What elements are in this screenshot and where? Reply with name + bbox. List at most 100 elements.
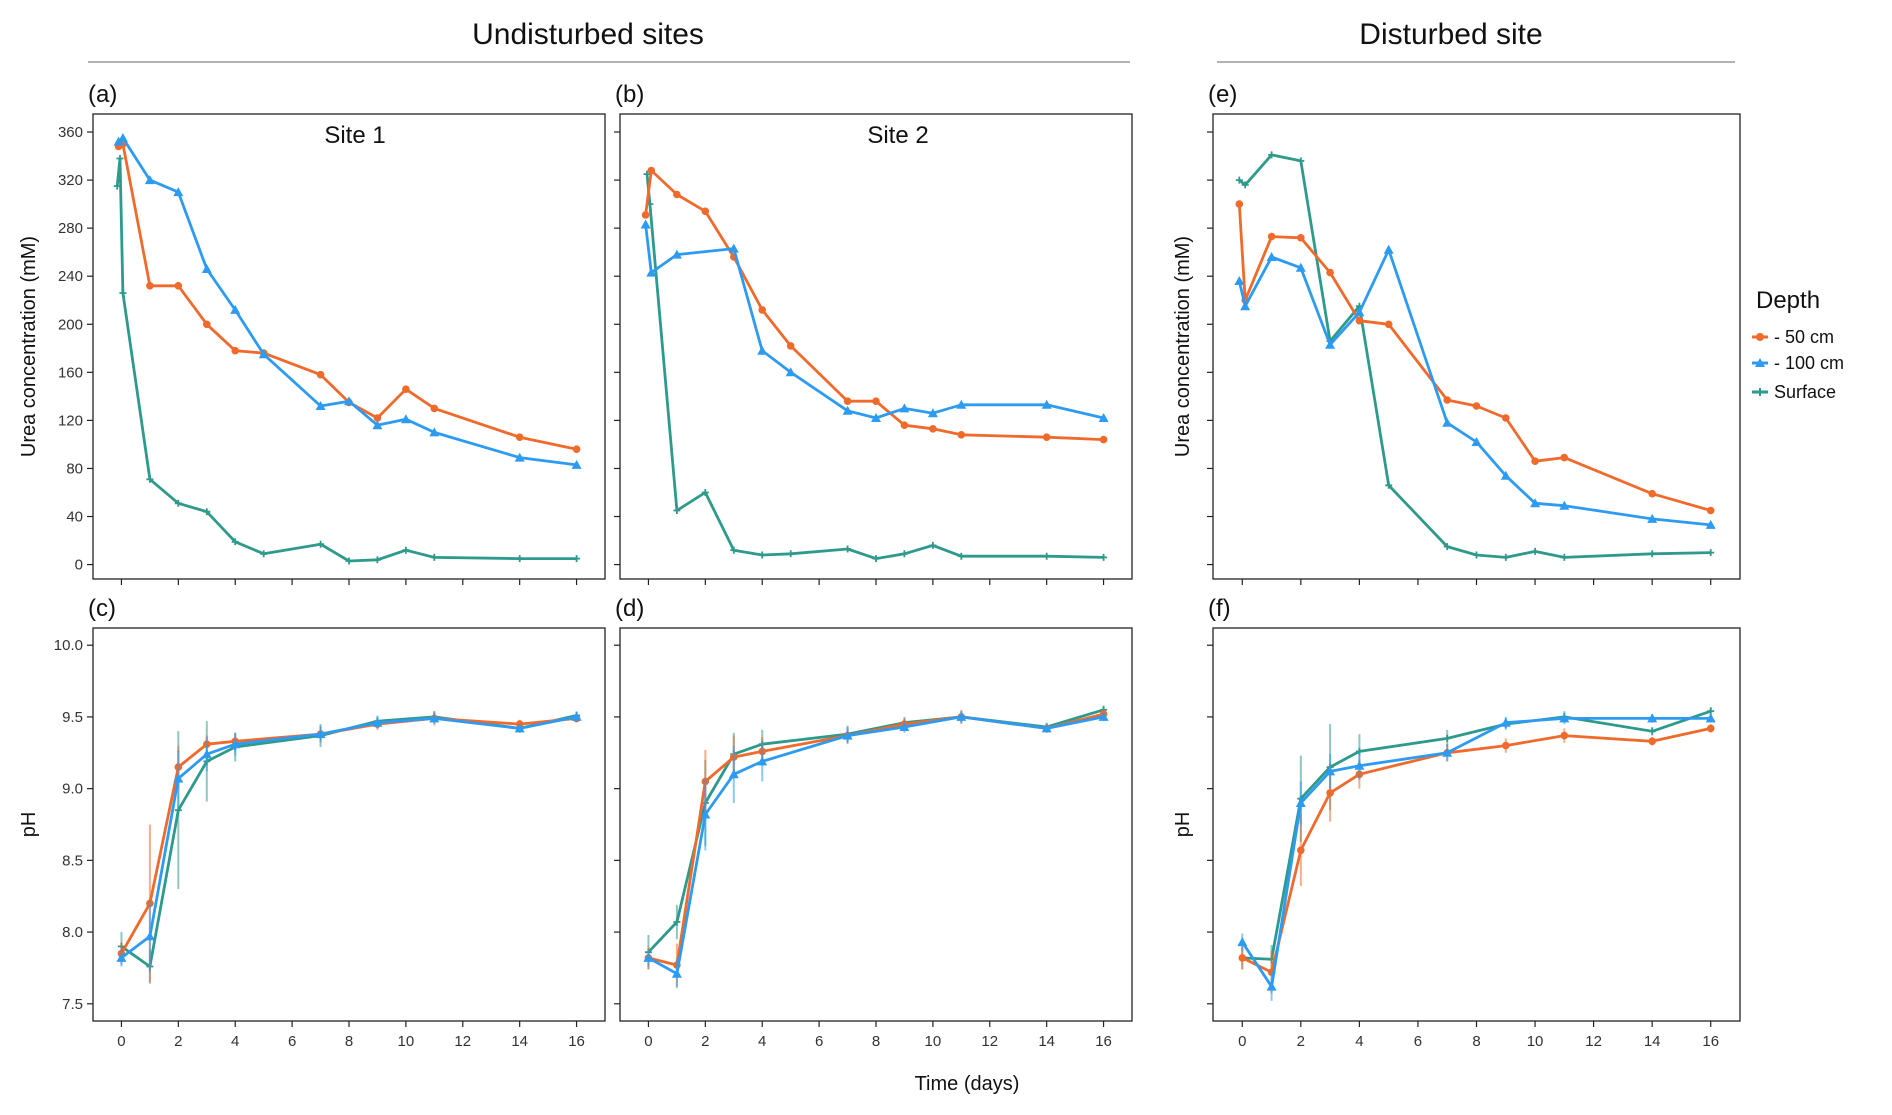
data-point-surface	[1268, 151, 1276, 159]
data-point-m50	[1099, 435, 1108, 444]
series-line-m100	[644, 224, 1104, 420]
series-line-m50	[648, 712, 1104, 967]
x-tick-label: 8	[345, 1033, 353, 1050]
data-point-m100	[728, 769, 739, 779]
data-point-m50	[1238, 954, 1247, 962]
data-point-m100	[1559, 500, 1570, 510]
x-tick-label: 0	[117, 1033, 125, 1050]
data-point-m100	[1266, 252, 1277, 261]
data-point-surface	[1648, 550, 1656, 558]
x-tick-label: 16	[568, 1033, 585, 1050]
data-point-m100	[1705, 519, 1716, 529]
data-point-m50	[701, 207, 710, 216]
data-point-surface	[402, 546, 410, 554]
data-point-surface	[174, 806, 182, 814]
data-point-m50	[1443, 396, 1451, 404]
data-point-m100	[1354, 307, 1365, 317]
data-point-m100	[571, 711, 582, 721]
data-point-m100	[230, 304, 241, 314]
data-point-m50	[1706, 724, 1715, 733]
legend-marker-m50	[1756, 333, 1764, 341]
data-point-m50	[1384, 320, 1393, 329]
x-tick-label: 2	[174, 1033, 182, 1050]
series-line-m100	[647, 715, 1104, 976]
data-point-m100	[842, 730, 853, 740]
data-point-m50	[1648, 737, 1656, 746]
data-point-surface	[758, 551, 766, 559]
y-axis-label: Urea concentration (mM)	[18, 236, 40, 457]
data-point-surface	[1560, 553, 1568, 561]
panel-label: (d)	[615, 595, 644, 622]
y-axis-label: pH	[18, 812, 40, 838]
data-point-surface	[844, 545, 852, 553]
x-tick-label: 6	[288, 1033, 296, 1050]
data-point-surface	[701, 489, 709, 496]
data-point-m100	[372, 420, 383, 430]
series-m50	[117, 711, 581, 983]
legend-item-m50: - 50 cm	[1752, 327, 1834, 347]
data-point-m100	[1240, 301, 1251, 311]
data-point-m50	[1235, 200, 1244, 208]
y-tick-label: 8.0	[62, 924, 83, 941]
data-point-m50	[1042, 433, 1051, 442]
y-tick-label: 360	[58, 124, 83, 141]
data-point-surface	[373, 556, 381, 564]
data-point-m50	[647, 166, 656, 175]
data-point-m50	[1560, 731, 1569, 740]
data-point-surface	[872, 555, 880, 563]
data-point-surface	[1648, 727, 1656, 735]
data-point-m100	[1295, 798, 1306, 807]
data-point-m50	[1502, 741, 1510, 750]
data-point-m100	[956, 399, 967, 409]
legend-marker-surface	[1756, 388, 1764, 396]
data-point-m100	[640, 219, 651, 229]
data-point-m100	[700, 809, 711, 819]
data-point-m50	[1326, 789, 1334, 797]
data-point-surface	[673, 507, 681, 514]
legend-label-m50: - 50 cm	[1774, 327, 1834, 347]
data-point-m100	[1471, 437, 1482, 446]
plot-frame	[1212, 113, 1741, 580]
series-m100	[1234, 244, 1716, 529]
data-point-m100	[400, 414, 411, 424]
y-axis-label: pH	[1172, 812, 1194, 838]
x-tick-label: 8	[872, 1033, 880, 1050]
data-point-m100	[1500, 717, 1511, 727]
data-point-m100	[671, 968, 682, 978]
x-axis-label: Time (days)	[915, 1073, 1020, 1095]
data-point-m50	[872, 397, 880, 406]
series-line-surface	[1238, 153, 1711, 559]
x-tick-label: 0	[1238, 1033, 1246, 1050]
plot-frame	[1212, 627, 1741, 1022]
data-point-m100	[144, 931, 155, 941]
data-point-surface	[1235, 176, 1243, 184]
data-point-m100	[1237, 937, 1248, 947]
x-tick-label: 12	[981, 1033, 998, 1050]
data-point-surface	[430, 553, 438, 561]
data-point-m100	[258, 349, 269, 359]
panel-b: (b) Site 2	[614, 81, 1133, 585]
data-point-m50	[673, 190, 681, 199]
data-point-m50	[957, 431, 966, 439]
y-tick-label: 8.5	[62, 852, 83, 869]
data-point-m50	[1648, 489, 1656, 498]
x-tick-label: 10	[925, 1033, 942, 1050]
data-point-surface	[1100, 553, 1108, 561]
data-point-surface	[1241, 181, 1249, 189]
panel-a: (a) Site 1 0 40 80 120 160 200 240 280 320 360 Urea …	[18, 81, 606, 585]
data-point-surface	[116, 155, 124, 162]
y-tick-label: 160	[58, 364, 83, 381]
data-point-m100	[1098, 413, 1109, 422]
legend-label-surface: Surface	[1774, 382, 1836, 402]
data-point-m50	[373, 414, 382, 422]
data-point-surface	[900, 550, 908, 558]
legend-item-surface: Surface	[1752, 382, 1836, 402]
series-m50	[644, 709, 1108, 987]
data-point-m50	[929, 425, 937, 433]
panel-label: (b)	[615, 81, 644, 108]
x-tick-label: 4	[1355, 1033, 1363, 1050]
panel-d: (d) 0 2 4 6 8 10 12 14 16	[614, 595, 1133, 1050]
legend-title: Depth	[1756, 287, 1820, 314]
data-point-m100	[315, 729, 326, 739]
